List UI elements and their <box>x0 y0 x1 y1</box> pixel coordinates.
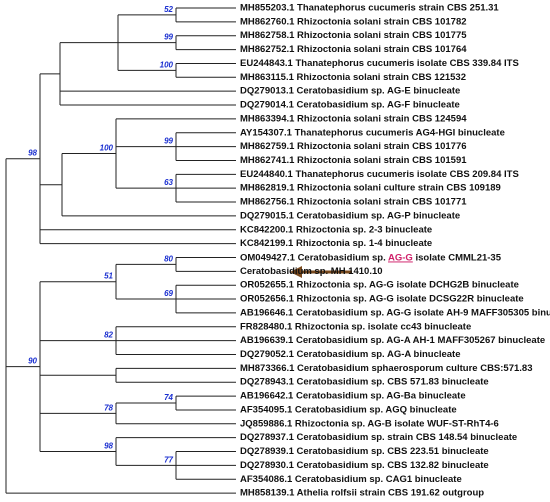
bootstrap-value: 98 <box>104 442 113 451</box>
leaf-label: AY154307.1 Thanatephorus cucumeris AG4-H… <box>240 127 505 138</box>
leaf-label: DQ279014.1 Ceratobasidium sp. AG-F binuc… <box>240 100 460 111</box>
bootstrap-value: 77 <box>164 455 173 464</box>
leaf-label: MH862752.1 Rhizoctonia solani strain CBS… <box>240 44 467 55</box>
leaf-label: DQ278937.1 Ceratobasidium sp. strain CBS… <box>240 432 517 443</box>
leaf-label: AB196646.1 Ceratobasidium sp. AG-G isola… <box>240 307 550 318</box>
bootstrap-value: 100 <box>160 60 174 69</box>
leaf-label: FR828480.1 Rhizoctonia sp. isolate cc43 … <box>240 321 471 332</box>
arrow <box>290 266 352 278</box>
leaf-label: MH862758.1 Rhizoctonia solani strain CBS… <box>240 30 467 41</box>
leaf-label: OR052655.1 Rhizoctonia sp. AG-G isolate … <box>240 280 519 291</box>
leaf-label: MH862760.1 Rhizoctonia solani strain CBS… <box>240 16 467 27</box>
leaf-label: MH855203.1 Thanatephorus cucumeris strai… <box>240 3 499 14</box>
leaf-label: DQ278930.1 Ceratobasidium sp. CBS 132.82… <box>240 460 489 471</box>
leaf-label: OM049427.1 Ceratobasidium sp. AG-G isola… <box>240 252 502 263</box>
leaf-label: DQ279052.1 Ceratobasidium sp. AG-A binuc… <box>240 349 461 360</box>
bootstrap-value: 51 <box>104 272 113 281</box>
leaf-label: DQ279015.1 Ceratobasidium sp. AG-P binuc… <box>240 210 460 221</box>
bootstrap-value: 98 <box>28 149 37 158</box>
bootstrap-value: 69 <box>164 289 173 298</box>
leaf-label: MH862741.1 Rhizoctonia solani strain CBS… <box>240 155 467 166</box>
bootstrap-value: 100 <box>100 144 114 153</box>
leaf-label: AF354095.1 Ceratobasidium sp. AGQ binucl… <box>240 404 457 415</box>
leaf-label-part: AG-G <box>388 252 413 263</box>
leaf-label: MH858139.1 Athelia rolfsii strain CBS 19… <box>240 488 484 499</box>
leaf-label: KC842199.1 Rhizoctonia sp. 1-4 binucleat… <box>240 238 432 249</box>
leaf-label: Ceratobasidium sp. MH 1410.10 <box>240 266 383 277</box>
leaf-label: DQ278943.1 Ceratobasidium sp. CBS 571.83… <box>240 377 489 388</box>
leaf-label: JQ859886.1 Rhizoctonia sp. AG-B isolate … <box>240 418 499 429</box>
leaf-label: KC842200.1 Rhizoctonia sp. 2-3 binucleat… <box>240 224 432 235</box>
bootstrap-value: 90 <box>28 357 37 366</box>
leaf-label: AF354086.1 Ceratobasidium sp. CAG1 binuc… <box>240 474 462 485</box>
leaf-label: DQ279013.1 Ceratobasidium sp. AG-E binuc… <box>240 86 460 97</box>
bootstrap-value: 78 <box>104 403 113 412</box>
leaf-label: MH863394.1 Rhizoctonia solani strain CBS… <box>240 113 467 124</box>
leaf-label: EU244840.1 Thanatephorus cucumeris isola… <box>240 169 519 180</box>
leaf-label: MH862819.1 Rhizoctonia solani culture st… <box>240 183 501 194</box>
leaf-label: MH862759.1 Rhizoctonia solani strain CBS… <box>240 141 467 152</box>
bootstrap-value: 82 <box>104 331 113 340</box>
leaf-label: EU244843.1 Thanatephorus cucumeris isola… <box>240 58 519 69</box>
leaf-label: AB196642.1 Ceratobasidium sp. AG-Ba binu… <box>240 391 466 402</box>
leaf-label: AB196639.1 Ceratobasidium sp. AG-A AH-1 … <box>240 335 545 346</box>
leaf-label-part: OM049427.1 Ceratobasidium sp. <box>240 252 388 263</box>
leaf-label: OR052656.1 Rhizoctonia sp. AG-G isolate … <box>240 294 524 305</box>
bootstrap-value: 99 <box>164 137 173 146</box>
bootstrap-value: 80 <box>164 254 173 263</box>
leaf-label: MH863115.1 Rhizoctonia solani strain CBS… <box>240 72 466 83</box>
leaf-label: MH873366.1 Ceratobasidium sphaerosporum … <box>240 363 533 374</box>
bootstrap-value: 52 <box>164 5 173 14</box>
bootstrap-value: 63 <box>164 178 173 187</box>
leaf-label: MH862756.1 Rhizoctonia solani strain CBS… <box>240 197 467 208</box>
bootstrap-value: 74 <box>164 393 173 402</box>
leaf-label: DQ278939.1 Ceratobasidium sp. CBS 223.51… <box>240 446 489 457</box>
leaf-label-part: isolate CMML21-35 <box>413 252 502 263</box>
bootstrap-value: 99 <box>164 33 173 42</box>
